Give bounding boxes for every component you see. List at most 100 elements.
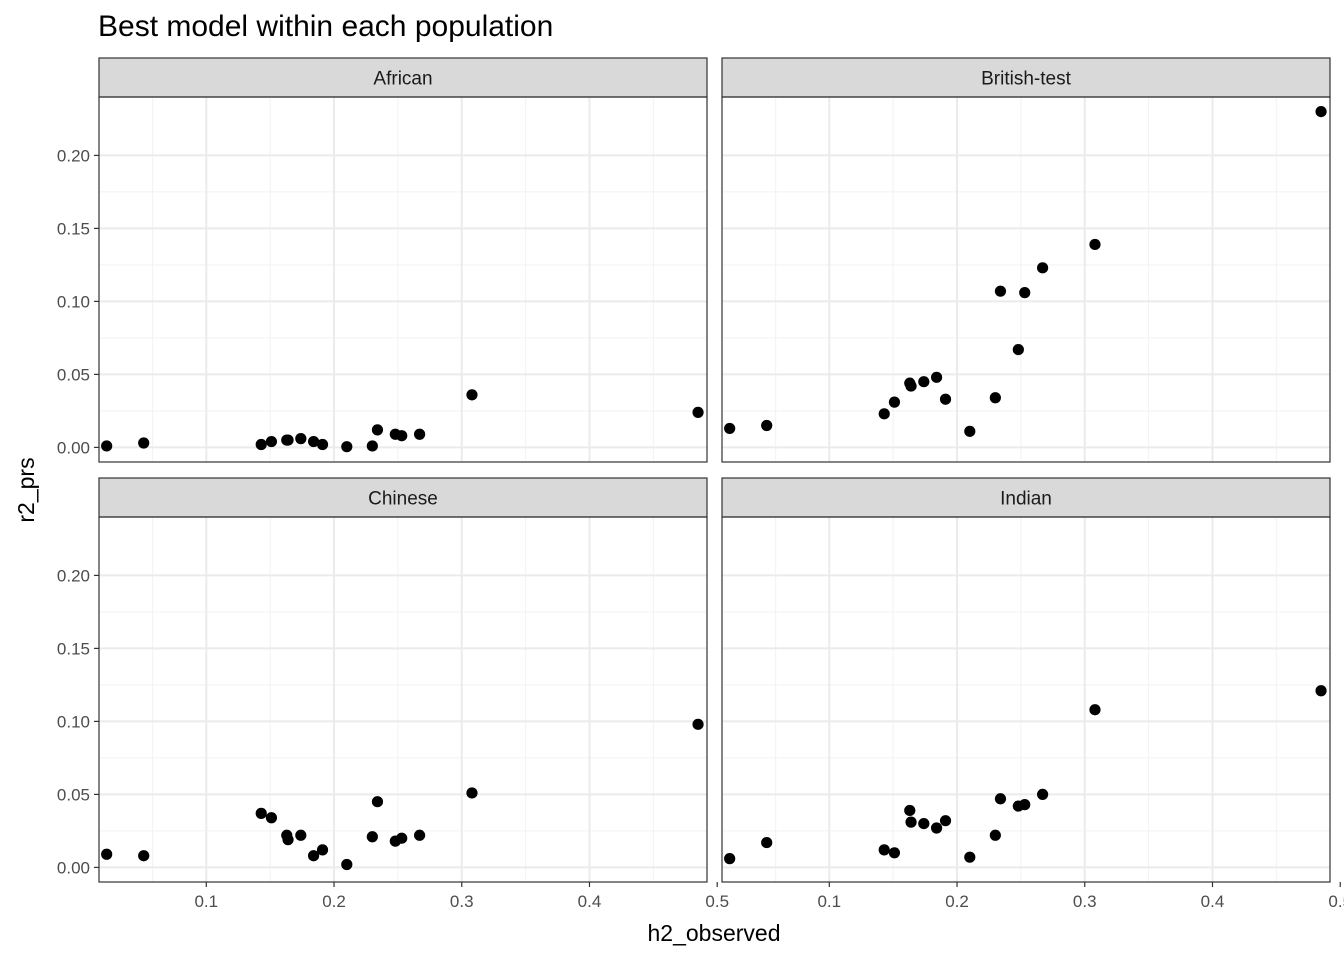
data-point: [918, 376, 930, 388]
facet-strip-label: African: [373, 69, 432, 90]
y-axis-title: r2_prs: [13, 457, 39, 522]
panel-background: [99, 97, 707, 462]
data-point: [930, 371, 943, 383]
facet-strip-label: British-test: [981, 69, 1071, 90]
data-point: [295, 829, 307, 841]
data-point: [939, 815, 952, 827]
y-tick-label: 0.00: [57, 438, 90, 457]
facet-panel: British-test: [721, 57, 1331, 463]
x-tick-label: 0.5: [1328, 892, 1344, 911]
data-point: [1019, 799, 1031, 811]
x-tick-label: 0.1: [817, 892, 841, 911]
x-tick-label: 0.4: [1201, 892, 1225, 911]
data-point: [905, 380, 917, 392]
facet-strip-label: Indian: [1000, 489, 1052, 510]
data-point: [396, 430, 408, 442]
facet-strip-label: Chinese: [368, 489, 438, 510]
y-tick-label: 0.15: [57, 219, 90, 238]
data-point: [994, 285, 1007, 297]
panel-border: [721, 516, 1331, 883]
data-point: [964, 851, 976, 863]
data-point: [255, 807, 267, 819]
data-point: [1315, 685, 1327, 697]
y-tick-label: 0.15: [57, 639, 90, 658]
data-point: [366, 440, 378, 452]
data-point: [366, 831, 378, 843]
data-point: [1315, 106, 1327, 118]
x-tick-label: 0.1: [194, 892, 218, 911]
facet-strip: [98, 57, 708, 98]
data-point: [466, 389, 478, 401]
data-point: [295, 433, 307, 445]
panel-background: [722, 97, 1330, 462]
facet-panels: African British-test Chinese Indian: [94, 57, 1341, 887]
data-point: [307, 850, 320, 862]
data-point: [316, 844, 329, 856]
data-point: [724, 853, 736, 865]
facet-panel: Indian: [721, 477, 1341, 887]
data-point: [371, 796, 384, 808]
data-point: [761, 836, 773, 849]
data-point: [1037, 262, 1049, 274]
facet-panel: Chinese: [94, 477, 718, 887]
data-point: [371, 424, 384, 436]
data-point: [101, 848, 113, 860]
data-point: [265, 435, 278, 448]
data-point: [282, 834, 294, 846]
data-point: [396, 832, 408, 844]
x-tick-label: 0.3: [1073, 892, 1097, 911]
data-point: [138, 437, 150, 449]
y-axis-tick-labels: 0.00 0.05 0.10 0.15 0.20 0.00 0.05 0.10 0.15 0.20: [57, 146, 90, 877]
facet-strip: [721, 477, 1331, 518]
data-point: [939, 393, 952, 405]
x-axis-title: h2_observed: [648, 920, 781, 946]
data-point: [316, 438, 329, 451]
chart-title: Best model within each population: [98, 10, 553, 43]
data-point: [265, 812, 278, 824]
x-tick-label: 0.3: [450, 892, 474, 911]
data-point: [414, 428, 426, 440]
x-tick-label: 0.5: [705, 892, 729, 911]
x-tick-label: 0.4: [578, 892, 602, 911]
data-point: [904, 804, 916, 817]
x-axis-tick-labels: 0.1 0.2 0.3 0.4 0.5 0.1 0.2 0.3 0.4 0.5: [194, 892, 1344, 911]
y-tick-label: 0.20: [57, 566, 90, 585]
facet-strip: [98, 477, 708, 518]
data-point: [282, 434, 294, 446]
data-point: [466, 787, 478, 799]
facet-strip: [721, 57, 1331, 98]
data-point: [964, 425, 976, 437]
data-point: [341, 858, 353, 871]
panel-border: [98, 96, 708, 463]
data-point: [761, 419, 773, 432]
data-point: [1089, 704, 1101, 716]
data-point: [307, 435, 320, 448]
data-point: [905, 816, 917, 828]
y-tick-label: 0.05: [57, 785, 90, 804]
x-tick-label: 0.2: [322, 892, 346, 911]
data-point: [989, 392, 1001, 404]
panel-border: [721, 96, 1331, 463]
data-point: [101, 440, 113, 452]
data-point: [255, 438, 267, 451]
y-tick-label: 0.10: [57, 292, 90, 311]
data-point: [692, 718, 704, 730]
y-tick-label: 0.05: [57, 365, 90, 384]
panel-border: [98, 516, 708, 883]
data-point: [994, 793, 1007, 805]
x-tick-label: 0.2: [945, 892, 969, 911]
y-tick-label: 0.10: [57, 712, 90, 731]
panel-background: [722, 517, 1330, 882]
facet-panel: African: [94, 57, 708, 463]
data-point: [888, 847, 901, 859]
data-point: [341, 441, 353, 453]
y-tick-label: 0.20: [57, 146, 90, 165]
data-point: [878, 844, 890, 856]
y-tick-label: 0.00: [57, 858, 90, 877]
panel-background: [99, 517, 707, 882]
data-point: [989, 829, 1001, 841]
data-point: [414, 829, 426, 841]
data-point: [1037, 788, 1049, 801]
data-point: [930, 822, 943, 834]
